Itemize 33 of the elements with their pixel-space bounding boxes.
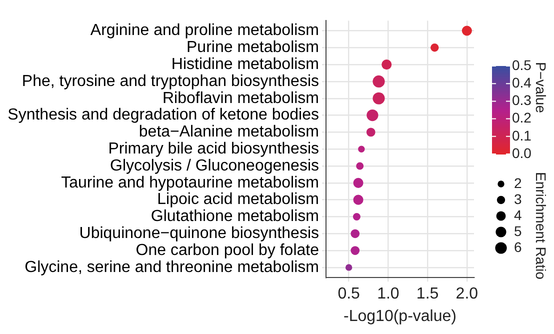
y-tick-label: Glycine, serine and threonine metabolism — [24, 258, 319, 276]
y-tick-label: Glutathione metabolism — [150, 208, 319, 226]
color-bar-label: 0.5 — [512, 56, 532, 73]
y-tick-label: Phe, tyrosine and tryptophan biosynthesis — [22, 72, 319, 90]
x-axis-title: -Log10(p-value) — [344, 308, 456, 325]
color-bar-label: 0.2 — [512, 110, 532, 126]
legend-title: Enrichment Ratio — [533, 172, 550, 280]
legend-label: 3 — [514, 190, 522, 207]
y-tick-label: Glycolysis / Gluconeogenesis — [110, 157, 319, 174]
y-tick-label: Taurine and hypotaurine metabolism — [61, 174, 319, 192]
x-tick-label: 1.0 — [377, 286, 400, 303]
legend-label: 2 — [514, 174, 522, 191]
y-tick-label: Ubiquinone−quinone biosynthesis — [79, 225, 319, 242]
y-tick-label: Synthesis and degradation of ketone bodies — [8, 106, 319, 124]
x-tick-label: 0.5 — [338, 286, 360, 303]
color-bar-label: 0.3 — [512, 92, 532, 108]
color-bar-label: 0.1 — [512, 127, 532, 144]
y-tick-label: Purine metabolism — [186, 39, 319, 56]
legend-label: 6 — [514, 238, 522, 255]
x-tick-label: 2.0 — [456, 286, 478, 303]
y-tick-label: Histidine metabolism — [171, 56, 319, 73]
y-tick-label: Arginine and proline metabolism — [90, 22, 319, 40]
color-bar-title: P−value — [533, 62, 550, 114]
legend-label: 4 — [514, 206, 522, 223]
y-tick-label: Primary bile acid biosynthesis — [108, 140, 319, 158]
x-tick-label: 1.5 — [416, 286, 439, 303]
legend-label: 5 — [514, 222, 522, 239]
y-tick-label: Lipoic acid metabolism — [157, 191, 319, 208]
color-bar-label: 0.0 — [512, 144, 532, 161]
y-tick-label: One carbon pool by folate — [136, 242, 320, 259]
y-tick-label: Riboflavin metabolism — [162, 90, 319, 107]
color-bar-label: 0.4 — [512, 74, 532, 90]
y-tick-label: beta−Alanine metabolism — [138, 124, 319, 141]
